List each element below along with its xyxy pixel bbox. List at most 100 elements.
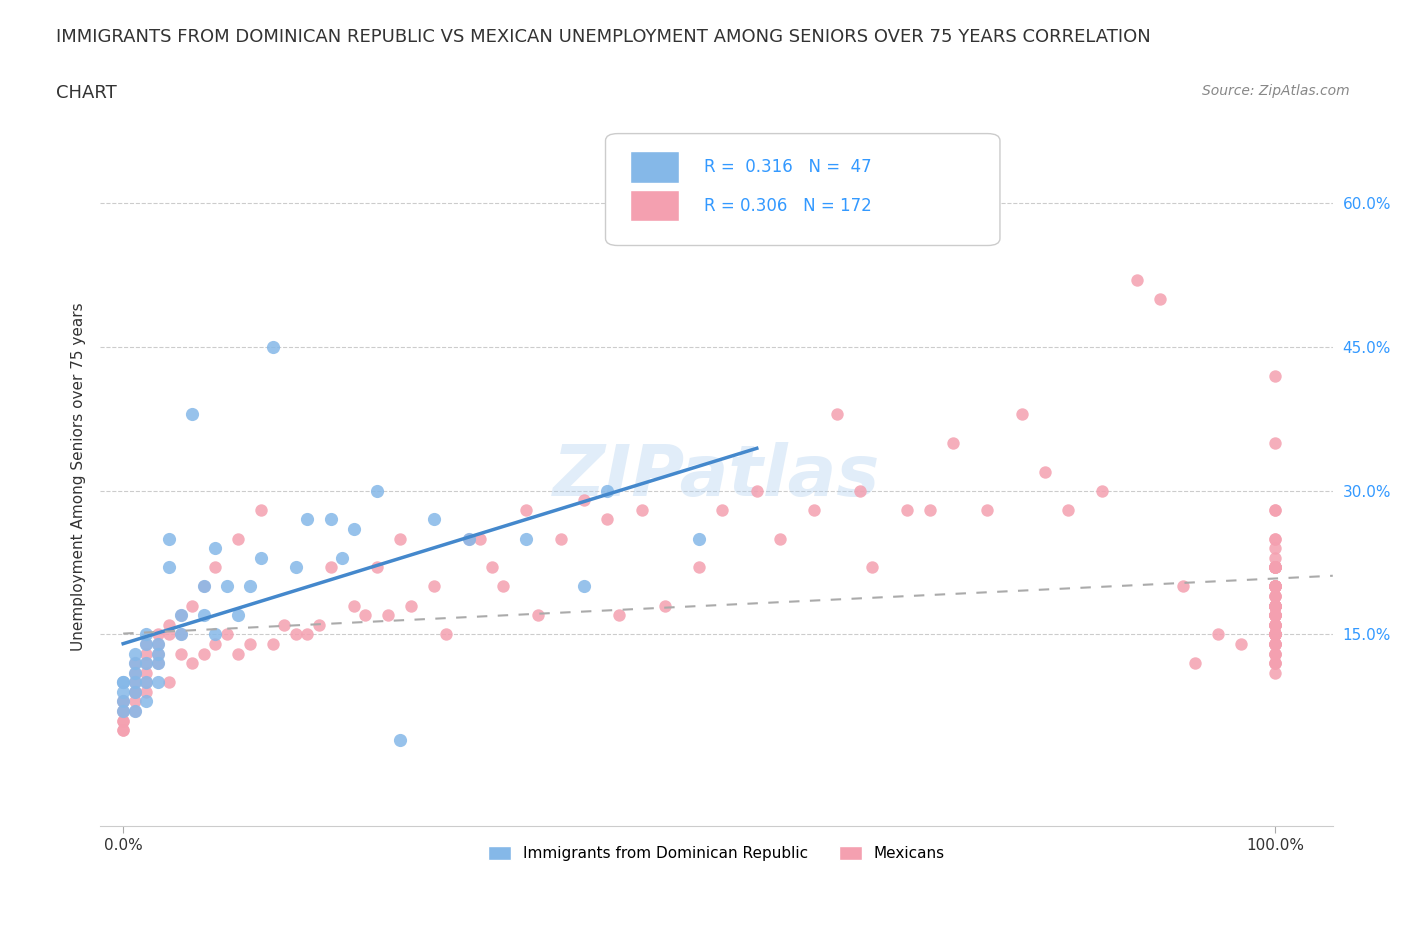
Point [193,579,215,594]
Point [170,646,193,661]
Point [1264,608,1286,623]
Point [1264,627,1286,642]
Point [228,608,250,623]
Point [1264,560,1286,575]
Point [1264,608,1286,623]
Point [124,656,146,671]
Point [181,406,204,421]
Point [1264,646,1286,661]
Point [1264,656,1286,671]
Point [1264,598,1286,613]
Point [1264,502,1286,517]
Point [1264,636,1286,651]
Point [1264,608,1286,623]
Point [135,675,157,690]
Point [388,732,411,747]
Point [1264,636,1286,651]
Point [1264,598,1286,613]
Point [1264,627,1286,642]
Point [1264,598,1286,613]
Point [1264,560,1286,575]
Point [1149,292,1171,307]
Point [342,598,364,613]
Point [457,531,479,546]
Point [1264,618,1286,632]
Point [215,579,238,594]
Point [124,684,146,699]
Point [688,560,710,575]
Point [146,627,169,642]
Point [204,627,226,642]
FancyBboxPatch shape [606,134,1000,246]
Point [1264,665,1286,680]
Text: CHART: CHART [56,84,117,101]
Point [193,608,215,623]
Point [193,646,215,661]
Point [135,675,157,690]
Point [285,560,308,575]
Point [366,560,388,575]
Point [330,551,353,565]
Point [319,512,342,527]
Point [1264,627,1286,642]
Point [170,627,193,642]
Point [124,704,146,719]
Point [157,627,180,642]
Point [976,502,998,517]
Point [434,627,457,642]
Point [250,551,273,565]
Point [1171,579,1194,594]
Point [1264,560,1286,575]
Point [124,684,146,699]
Point [1264,618,1286,632]
Point [1091,484,1114,498]
Point [215,627,238,642]
Point [146,656,169,671]
Point [135,646,157,661]
Point [745,484,768,498]
Point [769,531,792,546]
Point [1264,560,1286,575]
Point [204,560,226,575]
Point [1264,608,1286,623]
Point [1264,636,1286,651]
Point [1264,579,1286,594]
Point [297,512,319,527]
Point [1056,502,1078,517]
Point [860,560,883,575]
Point [112,675,135,690]
Point [688,531,710,546]
Point [515,502,537,517]
Point [1264,627,1286,642]
Point [157,560,180,575]
Point [607,608,630,623]
Point [1011,406,1033,421]
Point [1264,598,1286,613]
Point [1264,618,1286,632]
Text: IMMIGRANTS FROM DOMINICAN REPUBLIC VS MEXICAN UNEMPLOYMENT AMONG SENIORS OVER 75: IMMIGRANTS FROM DOMINICAN REPUBLIC VS ME… [56,28,1152,46]
Point [803,502,825,517]
Point [1264,579,1286,594]
Point [1264,579,1286,594]
Point [262,339,284,354]
Point [124,675,146,690]
Point [135,656,157,671]
Point [1264,531,1286,546]
Point [1264,646,1286,661]
Point [319,560,342,575]
Point [1264,598,1286,613]
Point [377,608,399,623]
Point [124,665,146,680]
Point [354,608,377,623]
Point [596,484,619,498]
Point [1264,636,1286,651]
Text: R = 0.306   N = 172: R = 0.306 N = 172 [704,197,872,216]
Point [273,618,295,632]
Point [1264,540,1286,555]
Point [124,694,146,709]
Point [896,502,918,517]
Point [1264,435,1286,450]
Point [1264,579,1286,594]
Point [181,656,204,671]
Point [112,723,135,737]
